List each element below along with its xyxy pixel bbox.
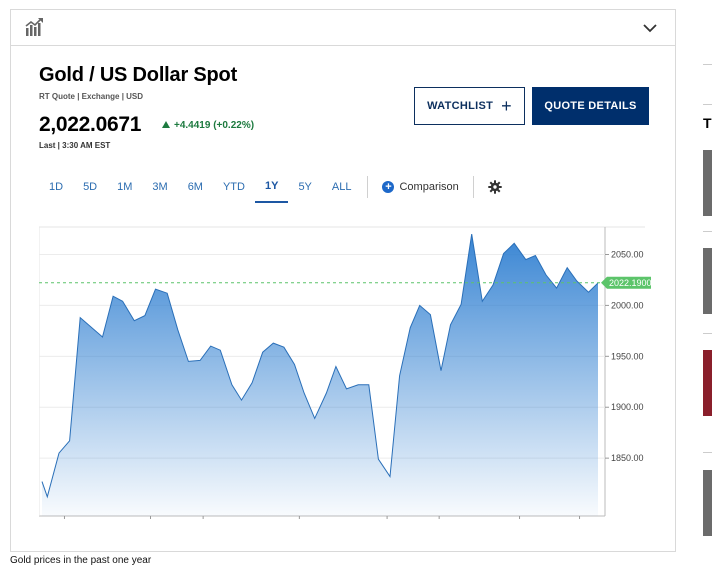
side-rail-heading: T <box>703 115 712 131</box>
y-axis: 1850.00 1900.00 1950.00 2000.00 2050.00 <box>611 249 644 463</box>
up-arrow-icon <box>162 121 170 128</box>
range-tab-1d[interactable]: 1D <box>49 181 64 193</box>
range-tab-6m[interactable]: 6M <box>187 181 203 193</box>
y-tick-label: 2050.00 <box>611 249 644 259</box>
range-tab-5y[interactable]: 5Y <box>298 181 312 193</box>
price-area <box>42 234 598 516</box>
watchlist-label: WATCHLIST <box>427 100 494 112</box>
range-tab-3m[interactable]: 3M <box>152 181 168 193</box>
last-update-time: Last | 3:30 AM EST <box>39 141 111 150</box>
plus-icon: + <box>501 96 512 116</box>
price-change: +4.4419 (+0.22%) <box>162 120 254 131</box>
news-thumbnail[interactable] <box>703 350 712 416</box>
gear-icon <box>488 180 502 194</box>
comparison-label: Comparison <box>399 181 459 193</box>
current-price-marker <box>601 276 651 289</box>
quote-details-button[interactable]: QUOTE DETAILS <box>532 87 649 125</box>
news-thumbnail[interactable] <box>703 248 712 314</box>
y-tick-label: 2000.00 <box>611 300 644 310</box>
news-thumbnail[interactable] <box>703 470 712 536</box>
current-price-label: 2022.1900 <box>609 278 651 288</box>
settings-button[interactable] <box>480 180 510 194</box>
range-tab-all[interactable]: ALL <box>331 181 352 193</box>
divider <box>703 64 712 65</box>
comparison-button[interactable]: + Comparison <box>374 181 466 193</box>
price-line <box>41 234 599 499</box>
last-price: 2,022.0671 <box>39 113 142 136</box>
divider <box>703 104 712 105</box>
divider <box>703 452 712 453</box>
add-circle-icon: + <box>382 181 395 193</box>
divider <box>367 176 369 198</box>
range-tab-ytd[interactable]: YTD <box>222 181 245 193</box>
range-tab-1y[interactable]: 1Y <box>254 171 289 203</box>
y-tick-label: 1900.00 <box>611 402 644 412</box>
divider <box>703 231 712 232</box>
price-change-text: +4.4419 (+0.22%) <box>174 120 255 131</box>
y-tick-label: 1950.00 <box>611 351 644 361</box>
range-tab-1m[interactable]: 1M <box>117 181 133 193</box>
range-tab-5d[interactable]: 5D <box>83 181 98 193</box>
chart-widget: Gold / US Dollar Spot RT Quote | Exchang… <box>10 9 676 552</box>
chevron-down-icon[interactable] <box>641 19 659 37</box>
page-title: Gold / US Dollar Spot <box>39 64 238 86</box>
current-price-tag: 2022.1900 <box>601 276 651 289</box>
watchlist-button[interactable]: WATCHLIST + <box>414 87 525 125</box>
divider <box>472 176 474 198</box>
quote-source: RT Quote | Exchange | USD <box>39 92 144 101</box>
quote-card: Gold / US Dollar Spot RT Quote | Exchang… <box>25 50 662 545</box>
chart-icon[interactable] <box>25 17 45 37</box>
side-rail: T <box>703 0 712 571</box>
widget-header-bar <box>11 10 675 46</box>
y-tick-label: 1850.00 <box>611 453 644 463</box>
divider <box>703 333 712 334</box>
chart-caption: Gold prices in the past one year <box>10 555 152 566</box>
news-thumbnail[interactable] <box>703 150 712 216</box>
time-range-selector: 1D 5D 1M 3M 6M YTD 1Y 5Y ALL + Compariso… <box>39 170 510 204</box>
